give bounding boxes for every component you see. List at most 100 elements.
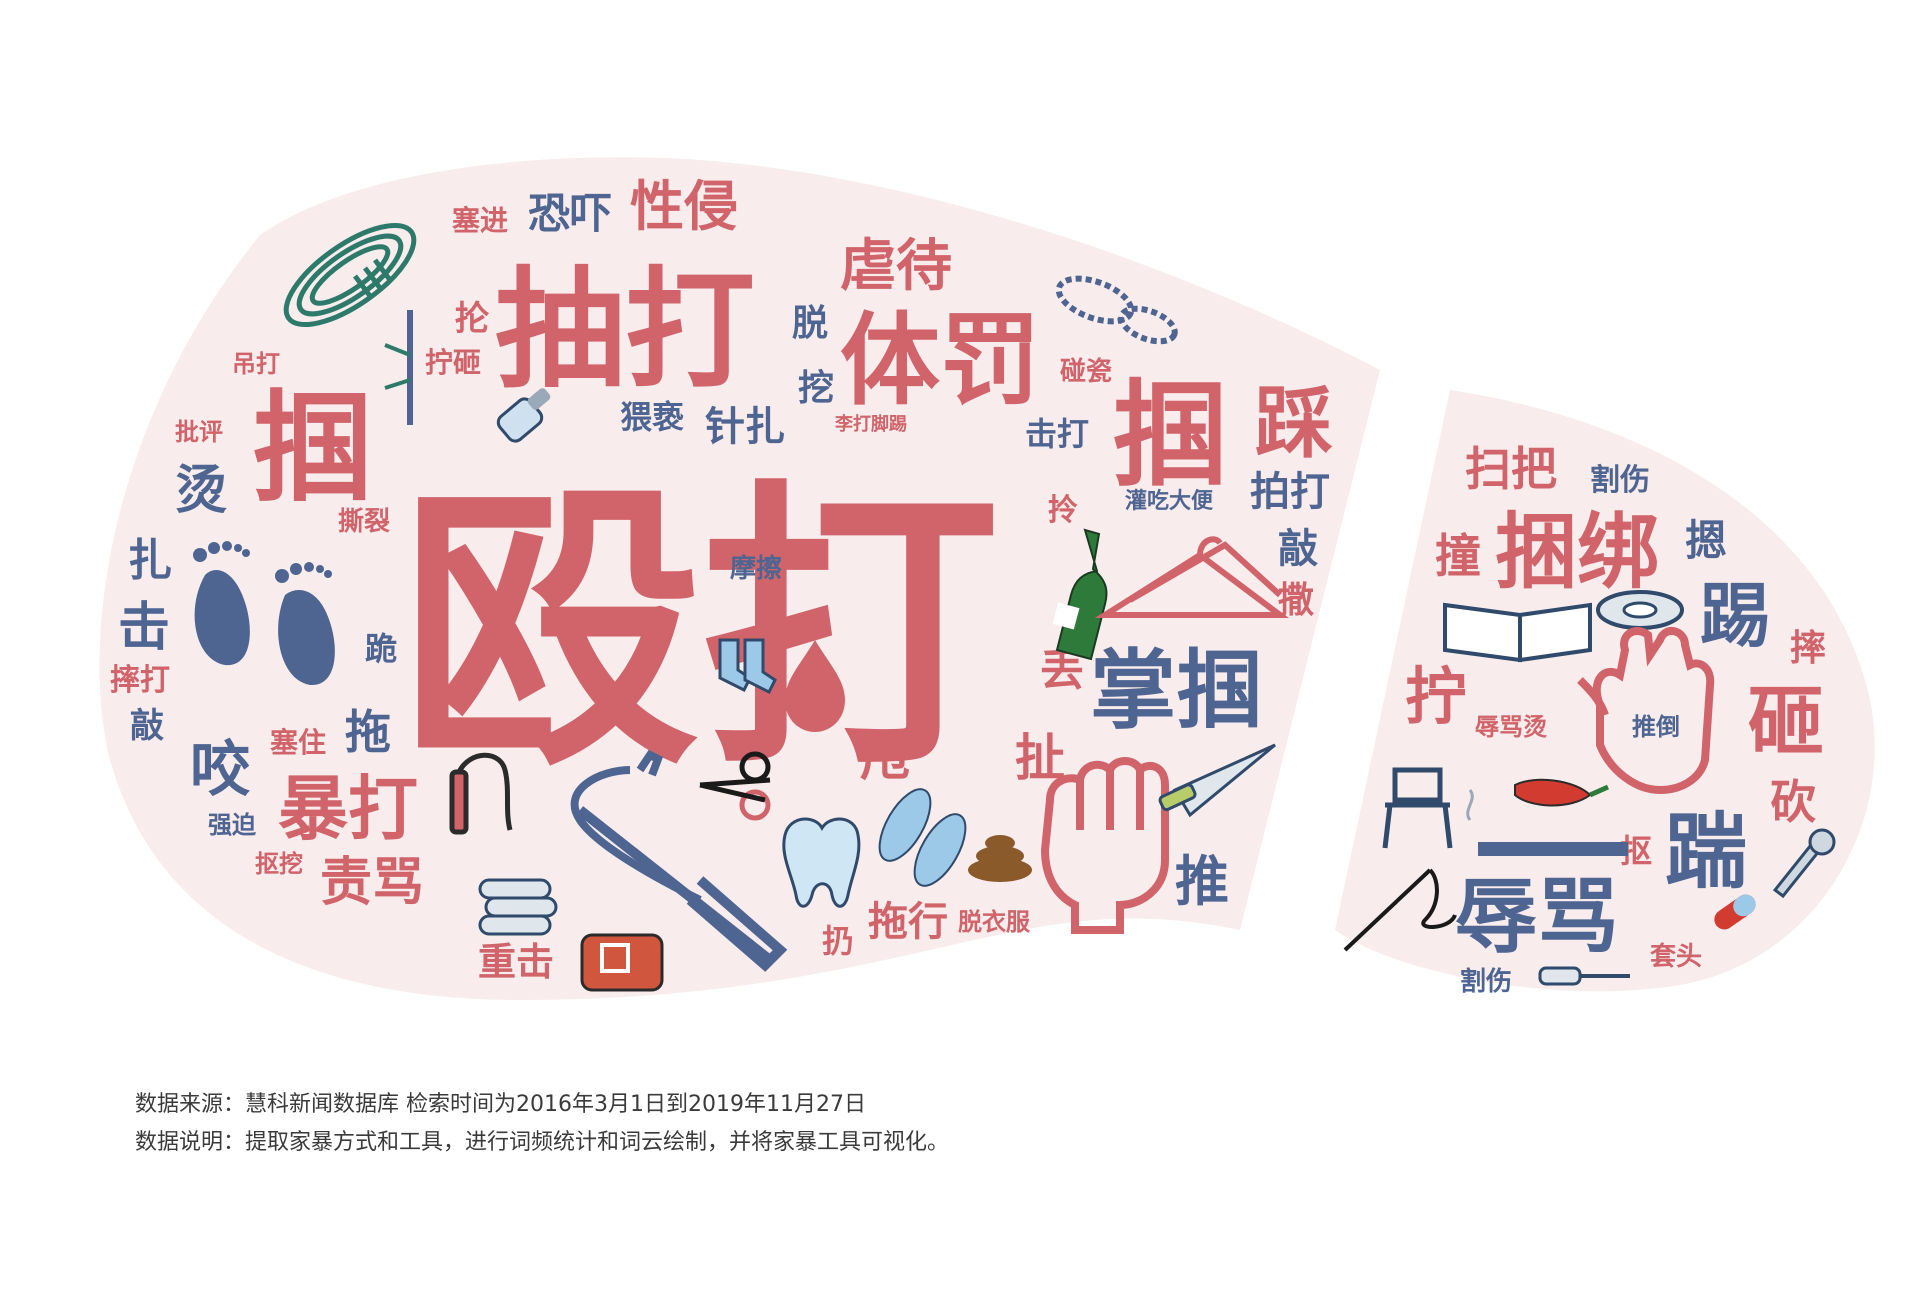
word-zha: 扎 [128,535,172,586]
word-zhenza: 针扎 [705,404,785,450]
word-guai-left: 掴 [252,380,372,519]
wine-bottle-icon [1052,528,1108,661]
word-reng: 扔 [822,922,854,960]
blood-drop-icon [785,640,845,732]
screwdriver-icon [1538,966,1630,986]
word-wa: 挖 [798,368,834,409]
word-pengci: 碰瓷 [1060,357,1112,387]
wrench-icon [1772,828,1836,899]
iron-bar-icon [576,806,788,972]
word-piping: 批评 [175,418,223,446]
word-ningza: 拧砸 [425,346,481,379]
word-baoda: 暴打 [278,768,418,850]
chili-pepper-icon [1514,778,1610,807]
word-shuaida: 摔打 [110,663,170,698]
nunchaku-icon [449,752,513,835]
word-diaoda: 吊打 [232,350,280,378]
poop-icon [968,835,1032,882]
word-taotou: 套头 [1650,942,1702,972]
word-cai: 踩 [1255,379,1333,469]
word-saizhu: 塞住 [270,726,326,759]
flip-flops-icon [878,788,967,887]
word-jida: 击打 [1025,415,1089,453]
word-qiangpo: 强迫 [208,811,257,839]
word-saoba: 扫把 [1465,442,1557,496]
fist-icon [1040,757,1169,934]
shoe-sole-print-icon [1055,275,1178,345]
word-moca: 摩擦 [730,553,782,584]
word-geshang-1: 割伤 [1590,463,1650,498]
word-xingqin: 性侵 [630,175,738,238]
word-konghe: 恐吓 [528,189,612,238]
word-weixie: 猥亵 [620,398,684,436]
word-kunbang: 捆绑 [1495,505,1659,600]
pill-icon [1714,894,1756,930]
word-nüedai: 虐待 [840,234,952,299]
word-chuai: 踹 [1665,805,1747,900]
word-za: 砸 [1748,677,1824,766]
word-paida: 拍打 [1250,469,1330,515]
word-en: 摁 [1685,516,1727,565]
salt-shaker-icon [496,388,551,443]
word-tuoyifu: 脱衣服 [958,908,1031,936]
word-ruma: 辱骂 [1455,870,1619,965]
footer: 数据来源：慧科新闻数据库 检索时间为2016年3月1日到2019年11月27日 … [135,1086,949,1162]
word-che: 扯 [1015,729,1065,787]
cigarette-icon [1466,789,1628,856]
word-kouwa: 抠挖 [255,850,303,878]
word-shuai-r: 摔 [1790,628,1826,669]
word-qiao-2: 敲 [130,706,164,746]
word-kan: 砍 [1770,775,1816,829]
word-lun: 抡 [455,299,490,339]
scissors-icon [699,751,771,821]
word-tang: 烫 [175,461,227,521]
word-sa: 撒 [1278,580,1314,621]
word-zhuang: 撞 [1435,529,1481,583]
word-tifa: 体罚 [840,302,1040,419]
word-rumatang: 辱骂烫 [1475,713,1547,741]
kitchen-knife-icon [1158,743,1276,818]
tooth-icon [782,817,861,908]
chair-icon [1382,767,1453,849]
word-zhongji: 重击 [478,940,554,984]
data-source-text: 数据来源：慧科新闻数据库 检索时间为2016年3月1日到2019年11月27日 [135,1092,866,1117]
data-note-text: 数据说明：提取家暴方式和工具，进行词频统计和词云绘制，并将家暴工具可视化。 [135,1130,950,1155]
hand-icon [1577,627,1715,795]
socks-icon [718,638,777,695]
footprints-icon [193,541,335,686]
word-ning: 拧 [1405,660,1467,733]
word-yao: 咬 [190,735,250,805]
word-lidajiaoti: 李打脚踢 [834,413,907,435]
rope-icon [283,222,417,328]
belt-icon [580,933,664,992]
tape-icon [1596,590,1684,630]
word-tuo: 脱 [792,303,828,344]
word-saijin: 塞进 [452,204,508,237]
word-qiao-1: 敲 [1278,526,1318,572]
word-ji: 击 [118,598,170,658]
word-tuo-2: 拖 [345,705,391,759]
word-choudа: 抽打 [495,254,755,406]
word-zema: 责骂 [320,853,424,913]
word-ti: 踢 [1700,575,1770,657]
word-silie: 撕裂 [338,506,390,537]
word-gui: 跪 [365,630,397,668]
bamboo-stick-icon [384,310,413,425]
word-geshang-2: 割伤 [1460,966,1512,997]
word-tuidao: 推倒 [1632,713,1680,741]
word-lin: 拎 [1048,493,1078,528]
word-guai-right: 掴 [1112,369,1227,503]
word-shuai: 甩 [860,729,910,787]
right-cloud-shape [1335,390,1875,992]
word-tui: 推 [1175,850,1229,913]
word-ouda: 殴打 [400,457,1000,806]
book-icon [1443,602,1592,663]
word-tuoxing: 拖行 [868,899,948,945]
pipes-icon [478,878,558,936]
word-zhangguai: 掌掴 [1090,641,1262,741]
clothes-hanger-icon [1094,536,1289,618]
word-guanchidabian: 灌吃大便 [1125,488,1214,514]
left-cloud-shape [99,157,1381,1000]
needle-thread-icon [1343,868,1457,952]
